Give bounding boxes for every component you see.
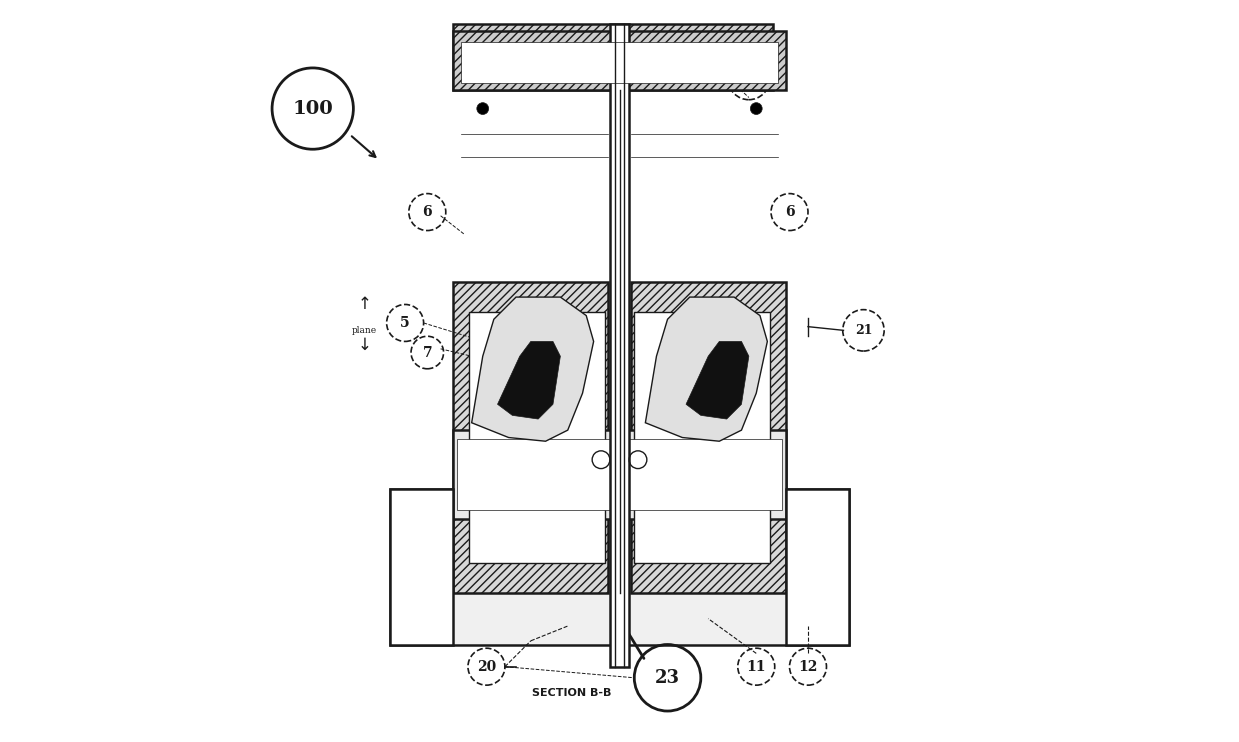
Bar: [453, 24, 773, 90]
Bar: [453, 282, 608, 593]
Bar: [786, 489, 849, 645]
Text: 7: 7: [422, 346, 432, 360]
Text: 23: 23: [655, 669, 680, 687]
Text: 21: 21: [855, 324, 872, 337]
Bar: [390, 489, 849, 645]
Text: plane: plane: [352, 326, 377, 335]
Text: 9: 9: [554, 42, 564, 56]
Text: 20: 20: [477, 660, 496, 674]
Bar: [611, 24, 628, 667]
Text: 8: 8: [745, 72, 753, 86]
Text: 6: 6: [784, 205, 794, 219]
Circle shape: [477, 102, 488, 114]
Bar: [470, 312, 605, 563]
Text: ↓: ↓: [358, 336, 372, 354]
Text: 6: 6: [422, 205, 432, 219]
Polygon shape: [472, 297, 593, 441]
Polygon shape: [686, 341, 748, 419]
Text: ↑: ↑: [358, 295, 372, 313]
Text: 12: 12: [798, 660, 818, 674]
Bar: [453, 430, 786, 519]
Text: 2: 2: [638, 42, 648, 56]
Polygon shape: [646, 297, 767, 441]
Bar: [457, 439, 782, 510]
Text: 11: 11: [747, 660, 766, 674]
Circle shape: [751, 102, 762, 114]
Text: 10: 10: [466, 42, 484, 56]
Bar: [634, 312, 769, 563]
Bar: [461, 42, 778, 82]
Text: 5: 5: [400, 316, 410, 330]
Text: SECTION B-B: SECTION B-B: [532, 688, 611, 697]
Bar: [631, 282, 786, 593]
Polygon shape: [498, 341, 560, 419]
Text: 1: 1: [606, 42, 616, 56]
Text: 100: 100: [292, 99, 333, 117]
Bar: [453, 31, 786, 90]
Bar: [390, 489, 453, 645]
